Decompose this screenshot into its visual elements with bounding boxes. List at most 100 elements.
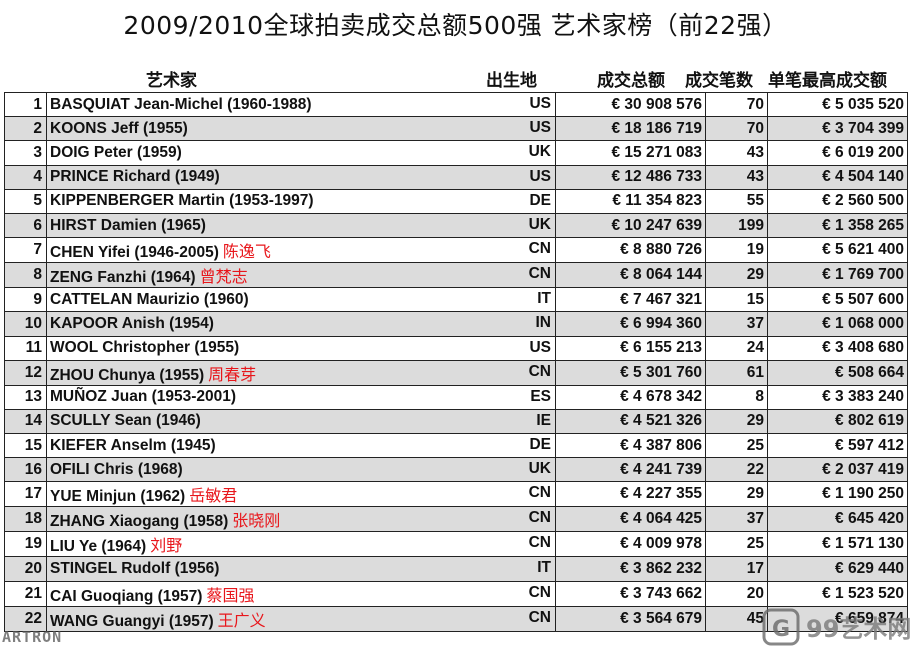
max-cell: € 1 190 250 — [767, 481, 908, 508]
artist-chinese-name: 周春芽 — [208, 364, 257, 384]
artist-name: SCULLY Sean (1946) — [50, 412, 201, 430]
birthplace-value: US — [529, 338, 551, 356]
rank-cell: 14 — [4, 408, 47, 435]
birthplace-value: DE — [529, 191, 551, 209]
artist-name: CHEN Yifei (1946-2005) — [50, 244, 219, 262]
rank-cell: 8 — [4, 262, 47, 289]
birthplace-value: UK — [528, 460, 551, 478]
total-cell: € 15 271 083 — [555, 140, 706, 166]
artist-name: LIU Ye (1964) — [50, 538, 147, 556]
rank-cell: 21 — [4, 580, 47, 607]
birthplace-value: DE — [529, 436, 551, 454]
artist-cell: STINGEL Rudolf (1956) IT — [46, 556, 556, 582]
total-cell: € 8 064 144 — [555, 262, 706, 289]
table-row: 2 KOONS Jeff (1955) US € 18 186 719 70 € 3 70… — [4, 116, 908, 142]
table-row: 19 LIU Ye (1964) 刘野 CN € 4 009 978 25 € 1 571 … — [4, 531, 908, 558]
table-row: 12 ZHOU Chunya (1955) 周春芽 CN € 5 301 760 61 € … — [4, 359, 908, 386]
rank-cell: 10 — [4, 311, 47, 337]
artist-name: KIEFER Anselm (1945) — [50, 436, 216, 454]
header-count: 成交笔数 — [685, 71, 753, 91]
total-cell: € 5 301 760 — [555, 359, 706, 386]
artist-name: KAPOOR Anish (1954) — [50, 314, 214, 332]
max-cell: € 3 383 240 — [767, 384, 908, 410]
rank-cell: 11 — [4, 335, 47, 361]
total-cell: € 4 241 739 — [555, 457, 706, 483]
artist-cell: ZENG Fanzhi (1964) 曾梵志 CN — [46, 262, 556, 289]
birthplace-value: IT — [537, 290, 551, 308]
count-cell: 17 — [705, 556, 768, 582]
artist-name: MUÑOZ Juan (1953-2001) — [50, 388, 237, 406]
artist-name: CATTELAN Maurizio (1960) — [50, 290, 249, 308]
artist-cell: KIPPENBERGER Martin (1953-1997) DE — [46, 188, 556, 214]
rank-cell: 20 — [4, 556, 47, 582]
table-row: 21 CAI Guoqiang (1957) 蔡国强 CN € 3 743 662 20 €… — [4, 580, 908, 607]
artist-cell: WOOL Christopher (1955) US — [46, 335, 556, 361]
artist-cell: CATTELAN Maurizio (1960) IT — [46, 287, 556, 313]
svg-text:G: G — [772, 617, 790, 642]
max-cell: € 802 619 — [767, 408, 908, 435]
table-row: 22 WANG Guangyi (1957) 王广义 CN € 3 564 679 45 €… — [4, 605, 908, 632]
artist-chinese-name: 蔡国强 — [206, 585, 255, 605]
max-cell: € 2 560 500 — [767, 188, 908, 214]
max-cell: € 6 019 200 — [767, 140, 908, 166]
birthplace-value: CN — [528, 484, 551, 502]
rank-cell: 5 — [4, 188, 47, 214]
max-cell: € 3 408 680 — [767, 335, 908, 361]
header-birthplace: 出生地 — [486, 71, 537, 91]
count-cell: 29 — [705, 262, 768, 289]
rank-cell: 22 — [4, 605, 47, 632]
count-cell: 199 — [705, 212, 768, 239]
max-cell: € 1 358 265 — [767, 212, 908, 239]
max-cell: € 3 704 399 — [767, 116, 908, 142]
table-row: 11 WOOL Christopher (1955) US € 6 155 213 24… — [4, 335, 908, 361]
artist-chinese-name: 刘野 — [150, 536, 183, 556]
table-row: 3 DOIG Peter (1959) UK € 15 271 083 43 € 6 01… — [4, 140, 908, 166]
birthplace-value: ES — [530, 387, 551, 405]
artist-name: PRINCE Richard (1949) — [50, 168, 220, 186]
artist-cell: KAPOOR Anish (1954) IN — [46, 311, 556, 337]
artist-cell: PRINCE Richard (1949) US — [46, 164, 556, 190]
count-cell: 15 — [705, 287, 768, 313]
table-row: 10 KAPOOR Anish (1954) IN € 6 994 360 37 € 1 … — [4, 311, 908, 337]
page-title: 2009/2010全球拍卖成交总额500强 艺术家榜（前22强） — [123, 11, 788, 40]
svg-text:99艺术网: 99艺术网 — [806, 615, 910, 643]
table-row: 7 CHEN Yifei (1946-2005) 陈逸飞 CN € 8 880 726 1… — [4, 237, 908, 264]
artist-name: YUE Minjun (1962) — [50, 488, 186, 506]
total-cell: € 30 908 576 — [555, 91, 706, 118]
birthplace-value: CN — [528, 608, 551, 626]
artist-name: KIPPENBERGER Martin (1953-1997) — [50, 192, 314, 210]
artist-chinese-name: 张晓刚 — [232, 511, 281, 531]
count-cell: 29 — [705, 408, 768, 435]
birthplace-value: US — [529, 119, 551, 137]
birthplace-value: US — [529, 167, 551, 185]
table-row: 9 CATTELAN Maurizio (1960) IT € 7 467 321 15… — [4, 287, 908, 313]
count-cell: 25 — [705, 531, 768, 558]
rank-cell: 1 — [4, 91, 47, 118]
birthplace-value: IT — [537, 559, 551, 577]
artist-name: WOOL Christopher (1955) — [50, 339, 240, 357]
table-row: 5 KIPPENBERGER Martin (1953-1997) DE € 11 3… — [4, 188, 908, 214]
rank-cell: 12 — [4, 359, 47, 386]
total-cell: € 11 354 823 — [555, 188, 706, 214]
rank-cell: 19 — [4, 531, 47, 558]
rank-cell: 15 — [4, 433, 47, 459]
count-cell: 61 — [705, 359, 768, 386]
max-cell: € 1 068 000 — [767, 311, 908, 337]
count-cell: 20 — [705, 580, 768, 607]
birthplace-value: CN — [528, 240, 551, 258]
count-cell: 37 — [705, 506, 768, 533]
rank-cell: 16 — [4, 457, 47, 483]
artist-name: HIRST Damien (1965) — [50, 216, 206, 234]
artist-cell: SCULLY Sean (1946) IE — [46, 408, 556, 435]
table-row: 16 OFILI Chris (1968) UK € 4 241 739 22 € 2 0… — [4, 457, 908, 483]
total-cell: € 4 009 978 — [555, 531, 706, 558]
table-row: 1 BASQUIAT Jean-Michel (1960-1988) US € 30 … — [4, 91, 908, 118]
birthplace-value: CN — [528, 534, 551, 552]
artist-cell: MUÑOZ Juan (1953-2001) ES — [46, 384, 556, 410]
count-cell: 70 — [705, 91, 768, 118]
artist-name: STINGEL Rudolf (1956) — [50, 560, 220, 578]
table-row: 18 ZHANG Xiaogang (1958) 张晓刚 CN € 4 064 425 3… — [4, 506, 908, 533]
artist-cell: LIU Ye (1964) 刘野 CN — [46, 531, 556, 558]
artist-cell: CAI Guoqiang (1957) 蔡国强 CN — [46, 580, 556, 607]
artist-chinese-name: 曾梵志 — [199, 267, 248, 287]
